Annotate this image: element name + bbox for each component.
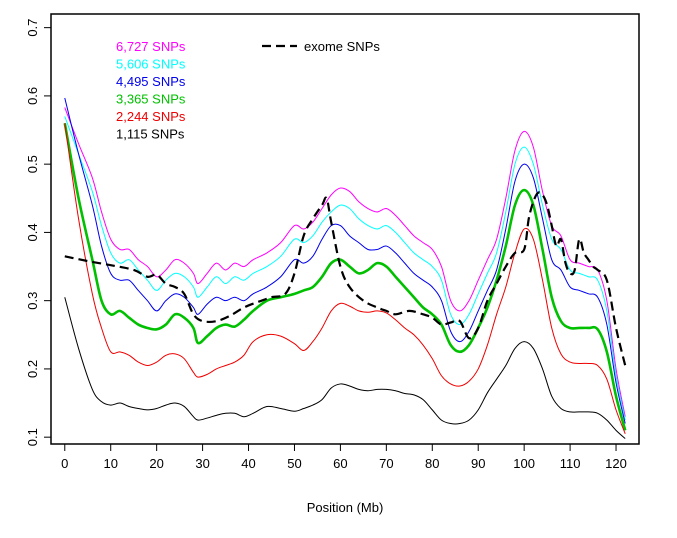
legend-entry: 1,115 SNPs [116, 127, 185, 142]
series-line-6-727-snps [64, 107, 626, 417]
x-tick-label: 90 [471, 456, 485, 471]
legend-entry: 2,244 SNPs [116, 109, 186, 124]
y-tick-label: 0.7 [25, 19, 40, 37]
y-tick-label: 0.1 [25, 428, 40, 446]
x-tick-label: 30 [195, 456, 209, 471]
series-line-4-495-snps [64, 97, 626, 424]
legend-entry: 4,495 SNPs [116, 74, 186, 89]
y-tick-label: 0.2 [25, 360, 40, 378]
y-tick-label: 0.5 [25, 155, 40, 173]
x-tick-label: 20 [149, 456, 163, 471]
x-tick-label: 100 [513, 456, 535, 471]
y-tick-label: 0.4 [25, 223, 40, 241]
y-tick-label: 0.6 [25, 87, 40, 105]
x-axis: 0 10 20 30 40 50 60 70 80 90 100 110 120 [61, 444, 627, 471]
series-line-1-115-snps [64, 297, 626, 439]
legend: 6,727 SNPs 5,606 SNPs 4,495 SNPs 3,365 SNPs… [116, 39, 380, 142]
x-tick-label: 70 [379, 456, 393, 471]
y-axis: 0.1 0.2 0.3 0.4 0.5 0.6 0.7 [25, 19, 51, 446]
series-line-3-365-snps [63, 122, 627, 431]
x-axis-title: Position (Mb) [307, 500, 384, 515]
series-layer [63, 97, 627, 439]
x-tick-label: 40 [241, 456, 255, 471]
x-tick-label: 80 [425, 456, 439, 471]
x-tick-label: 50 [287, 456, 301, 471]
series-line-2-244-snps [64, 123, 626, 434]
x-tick-label: 120 [605, 456, 627, 471]
y-tick-label: 0.3 [25, 292, 40, 310]
series-line-5-606-snps [64, 116, 626, 421]
plot-frame [50, 13, 640, 445]
legend-entry: 6,727 SNPs [116, 39, 186, 54]
series-line-exome-snps [64, 191, 627, 366]
x-tick-label: 110 [560, 456, 581, 471]
legend-entry: 3,365 SNPs [116, 92, 186, 107]
x-tick-label: 60 [333, 456, 347, 471]
x-tick-label: 0 [61, 456, 68, 471]
legend-entry-exome: exome SNPs [304, 39, 380, 54]
x-tick-label: 10 [103, 456, 117, 471]
legend-entry: 5,606 SNPs [116, 57, 186, 72]
